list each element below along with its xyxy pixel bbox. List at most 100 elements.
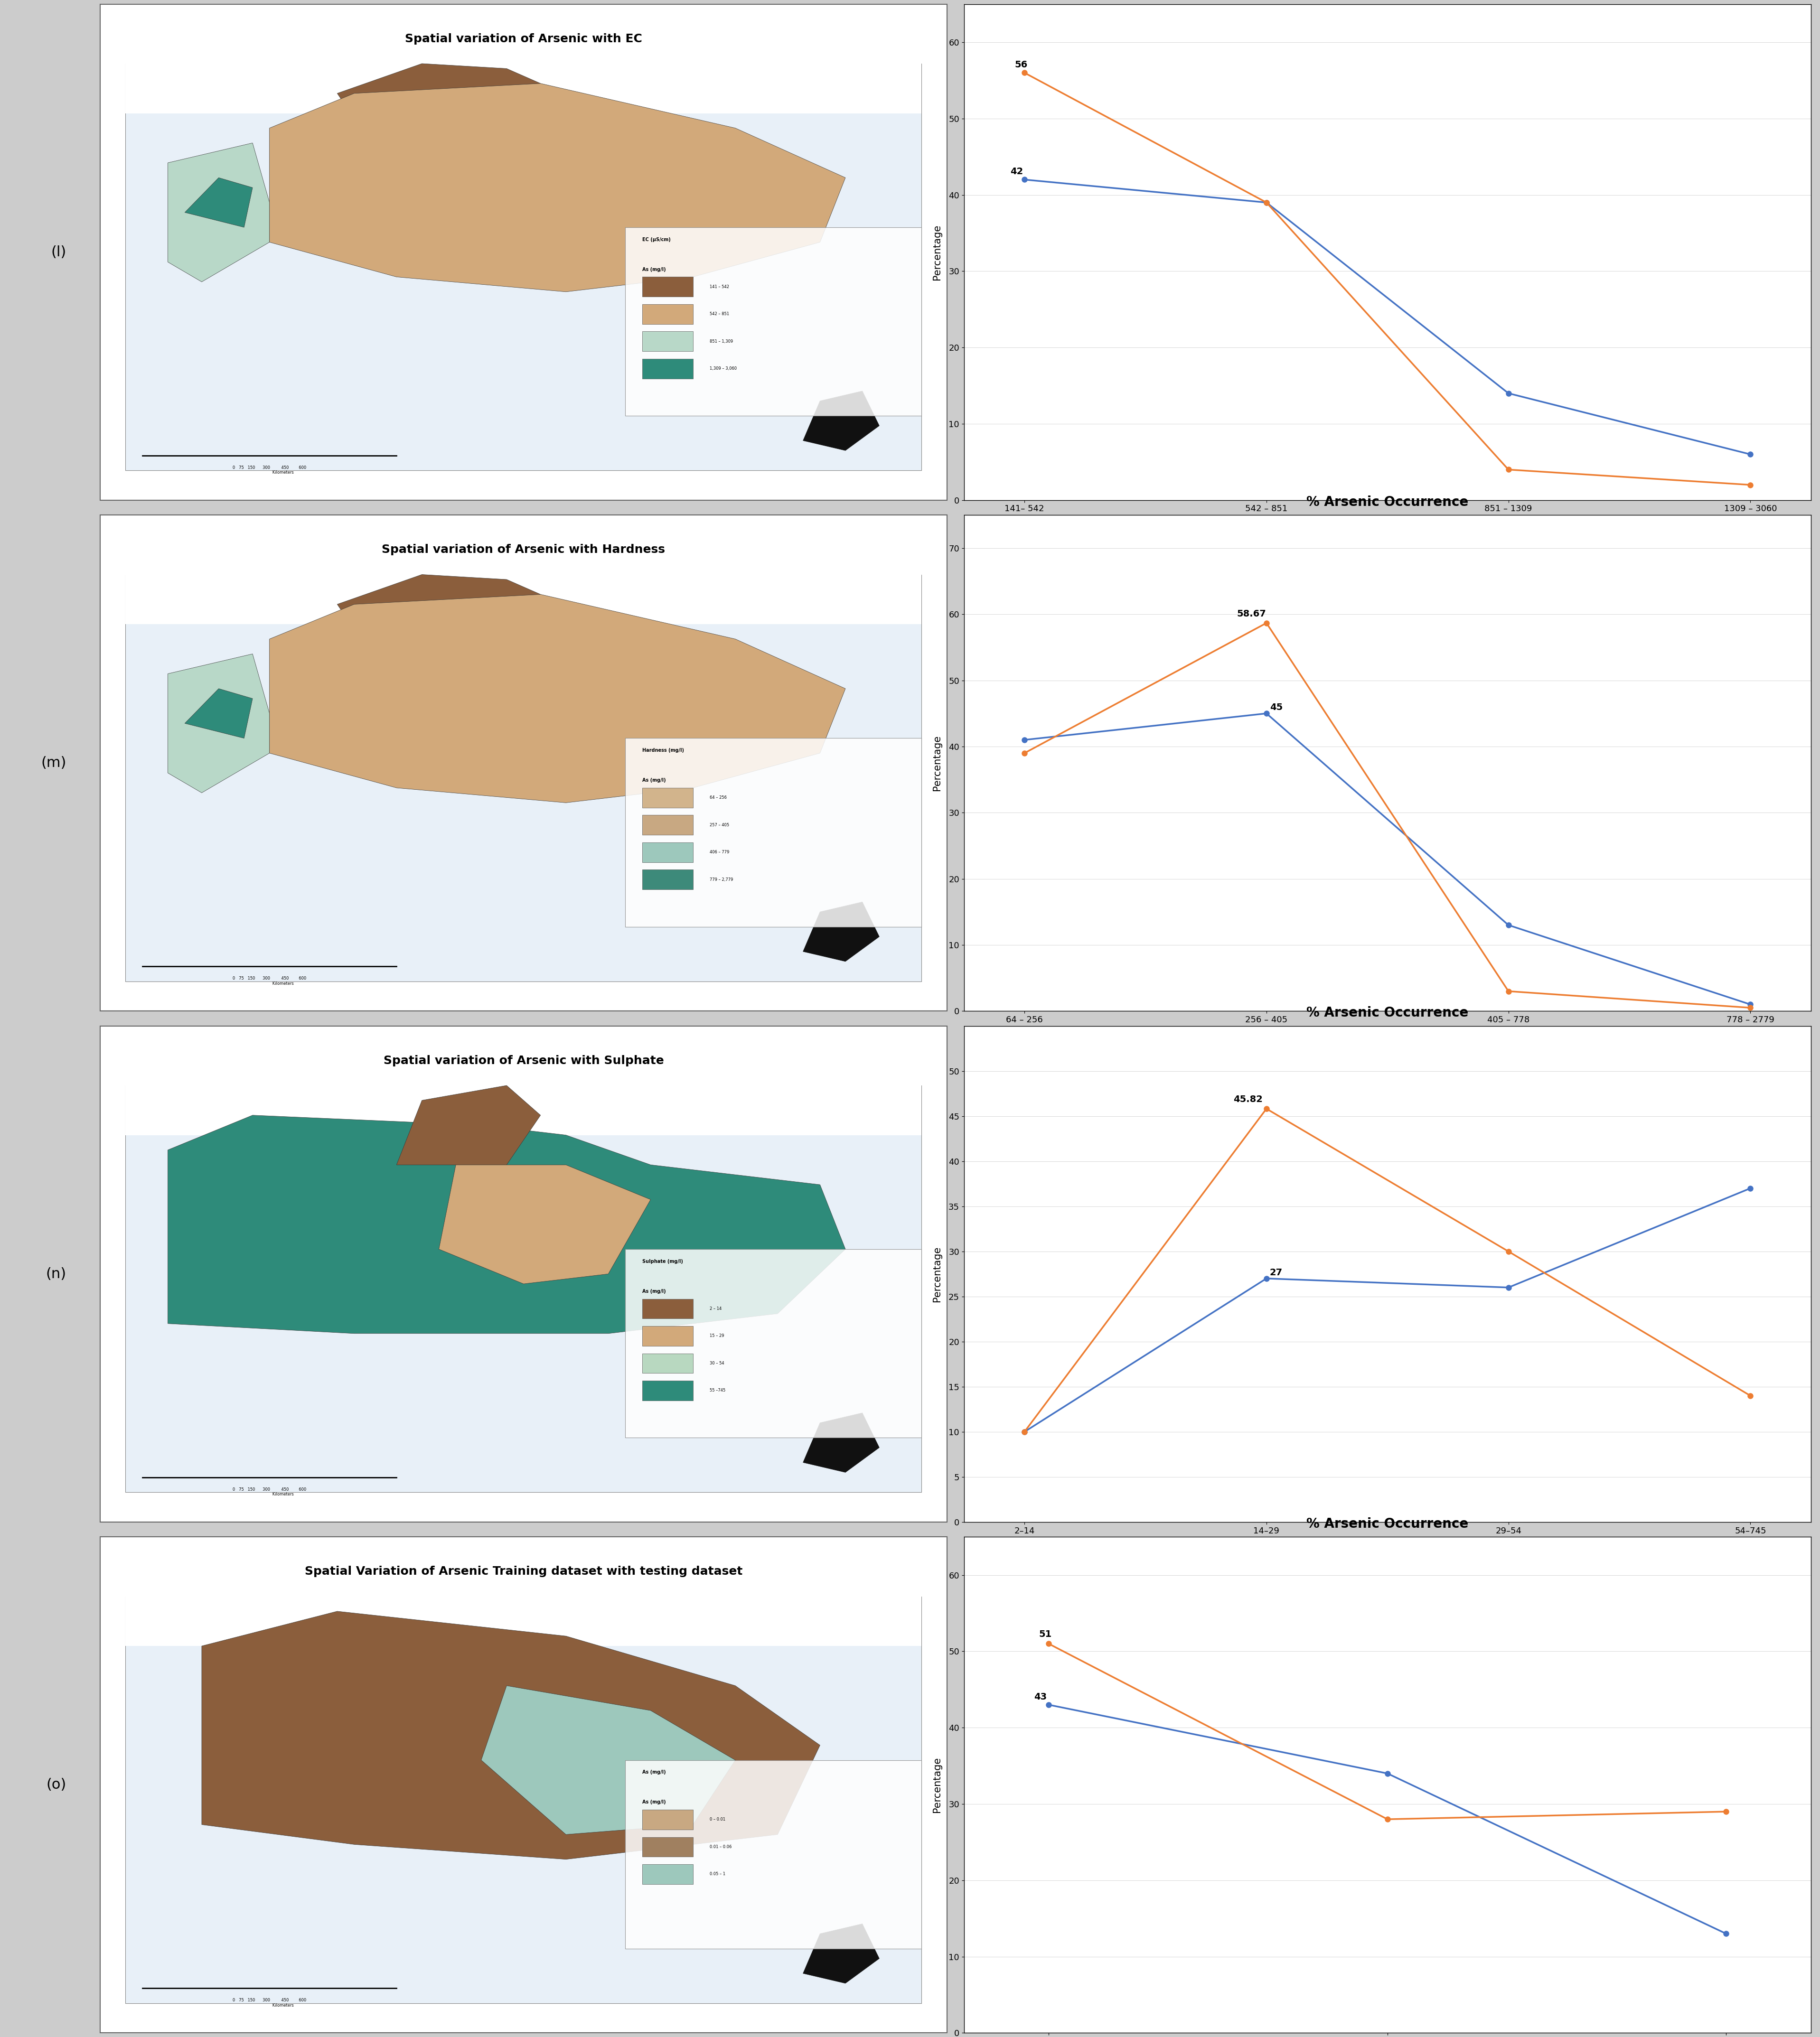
Text: 51: 51 [1039, 1630, 1052, 1640]
Legend: % Area, % Arsenic Occurrence: % Area, % Arsenic Occurrence [1283, 1626, 1491, 1642]
Text: Hardness (mg/l): Hardness (mg/l) [642, 748, 684, 754]
Text: 406 – 779: 406 – 779 [710, 849, 730, 854]
Text: 141 – 542: 141 – 542 [710, 285, 730, 289]
Polygon shape [803, 1923, 879, 1984]
Text: 30 – 54: 30 – 54 [710, 1361, 724, 1365]
% Area [1740, 992, 1762, 1016]
Polygon shape [167, 1114, 846, 1334]
Text: As (mg/l): As (mg/l) [642, 778, 666, 782]
X-axis label: Hardness (mg/l): Hardness (mg/l) [1349, 1031, 1427, 1041]
Text: Sulphate (mg/l): Sulphate (mg/l) [642, 1259, 682, 1263]
FancyBboxPatch shape [642, 1864, 693, 1884]
Y-axis label: Percentage: Percentage [932, 1247, 941, 1302]
FancyBboxPatch shape [642, 332, 693, 350]
FancyBboxPatch shape [126, 1587, 921, 1646]
% Area [1714, 1921, 1736, 1945]
Text: 2 – 14: 2 – 14 [710, 1306, 723, 1312]
FancyBboxPatch shape [642, 1326, 693, 1346]
Polygon shape [803, 391, 879, 450]
FancyBboxPatch shape [642, 1381, 693, 1401]
% Arsenic Occurrence [1376, 1807, 1398, 1831]
Line: % Area: % Area [1021, 177, 1753, 456]
Text: EC (μS/cm): EC (μS/cm) [642, 236, 670, 242]
Polygon shape [186, 689, 253, 737]
% Area [1498, 381, 1520, 405]
Text: Spatial variation of Arsenic with Hardness: Spatial variation of Arsenic with Hardne… [382, 544, 666, 556]
FancyBboxPatch shape [126, 63, 921, 471]
Text: 45.82: 45.82 [1234, 1096, 1263, 1104]
Text: As (mg/l): As (mg/l) [642, 1289, 666, 1293]
Line: % Area: % Area [1021, 711, 1753, 1006]
Text: 0 – 0.01: 0 – 0.01 [710, 1817, 726, 1821]
Text: 15 – 29: 15 – 29 [710, 1334, 724, 1338]
Text: As (mg/l): As (mg/l) [642, 1770, 666, 1774]
Line: % Arsenic Occurrence: % Arsenic Occurrence [1021, 1106, 1753, 1434]
Y-axis label: Percentage: Percentage [932, 1758, 943, 1813]
Text: 779 – 2,779: 779 – 2,779 [710, 878, 733, 882]
Polygon shape [202, 1611, 821, 1860]
Text: 0   75   150      300         450        600
                      Kilometers: 0 75 150 300 450 600 Kilometers [233, 1998, 306, 2006]
FancyBboxPatch shape [642, 304, 693, 324]
FancyBboxPatch shape [100, 4, 946, 501]
Text: 55 –745: 55 –745 [710, 1389, 726, 1393]
% Arsenic Occurrence [1256, 189, 1278, 214]
Legend: % Area, % Arsenic Occurrence: % Area, % Arsenic Occurrence [1283, 1114, 1491, 1131]
% Arsenic Occurrence [1740, 1383, 1762, 1408]
Text: 27: 27 [1270, 1269, 1283, 1277]
% Arsenic Occurrence [1740, 473, 1762, 497]
Polygon shape [167, 654, 269, 792]
Text: 1,309 – 3,060: 1,309 – 3,060 [710, 367, 737, 371]
Text: (n): (n) [46, 1267, 66, 1281]
% Arsenic Occurrence [1498, 1238, 1520, 1263]
FancyBboxPatch shape [126, 1086, 921, 1493]
Text: 43: 43 [1034, 1693, 1046, 1701]
Text: (o): (o) [46, 1778, 66, 1793]
Text: 851 – 1,309: 851 – 1,309 [710, 340, 733, 344]
FancyBboxPatch shape [126, 564, 921, 623]
Y-axis label: Percentage: Percentage [932, 735, 943, 790]
Text: 0   75   150      300         450        600
                      Kilometers: 0 75 150 300 450 600 Kilometers [233, 976, 306, 986]
FancyBboxPatch shape [642, 843, 693, 862]
Polygon shape [269, 595, 846, 803]
% Area [1037, 1693, 1059, 1717]
% Area [1014, 727, 1036, 752]
% Area [1014, 1420, 1036, 1444]
Text: As (mg/l): As (mg/l) [642, 1801, 666, 1805]
% Area [1740, 1175, 1762, 1200]
FancyBboxPatch shape [642, 359, 693, 379]
FancyBboxPatch shape [100, 515, 946, 1010]
Line: % Arsenic Occurrence: % Arsenic Occurrence [1021, 621, 1753, 1010]
Text: 257 – 405: 257 – 405 [710, 823, 730, 827]
% Arsenic Occurrence [1014, 1420, 1036, 1444]
Polygon shape [167, 143, 269, 281]
X-axis label: Sulphate (mg/l): Sulphate (mg/l) [1349, 1542, 1425, 1552]
FancyBboxPatch shape [642, 788, 693, 809]
FancyBboxPatch shape [626, 1760, 921, 1949]
Legend: % Area, % Arsenic Occurrence: % Area, % Arsenic Occurrence [1283, 603, 1491, 619]
Y-axis label: Percentage: Percentage [932, 224, 943, 279]
% Area [1256, 701, 1278, 725]
Title: % Arsenic Occurrence: % Arsenic Occurrence [1307, 495, 1469, 509]
Text: (m): (m) [40, 756, 66, 770]
Line: % Arsenic Occurrence: % Arsenic Occurrence [1046, 1642, 1729, 1821]
FancyBboxPatch shape [626, 1249, 921, 1438]
FancyBboxPatch shape [126, 1076, 921, 1135]
FancyBboxPatch shape [642, 870, 693, 890]
Text: 0.05 – 1: 0.05 – 1 [710, 1872, 726, 1876]
% Arsenic Occurrence [1256, 1096, 1278, 1120]
Polygon shape [337, 63, 541, 153]
Text: Spatial variation of Arsenic with EC: Spatial variation of Arsenic with EC [404, 33, 642, 45]
Text: 56: 56 [1014, 61, 1028, 69]
FancyBboxPatch shape [626, 737, 921, 927]
% Area [1740, 442, 1762, 466]
% Arsenic Occurrence [1037, 1632, 1059, 1656]
X-axis label: EC (μS/cm): EC (μS/cm) [1360, 519, 1414, 530]
% Arsenic Occurrence [1498, 458, 1520, 483]
% Area [1376, 1762, 1398, 1786]
Text: 58.67: 58.67 [1238, 609, 1267, 619]
% Area [1498, 1275, 1520, 1300]
% Arsenic Occurrence [1498, 980, 1520, 1004]
% Arsenic Occurrence [1740, 996, 1762, 1021]
% Arsenic Occurrence [1714, 1799, 1736, 1823]
FancyBboxPatch shape [642, 1837, 693, 1858]
